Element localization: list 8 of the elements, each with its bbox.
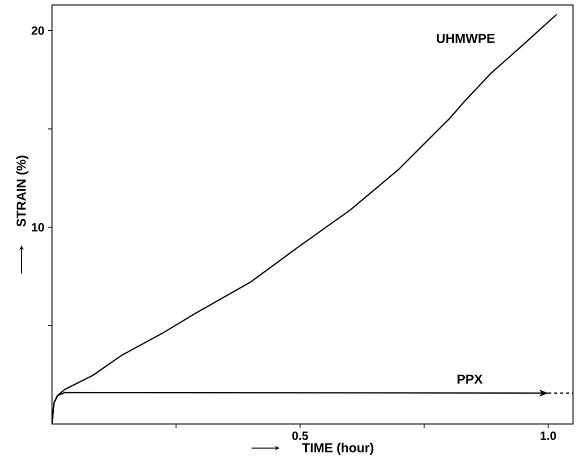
- y-axis-title: STRAIN (%): [16, 156, 28, 227]
- series-label: PPX: [458, 374, 483, 384]
- x-tick-label: 1.0: [540, 432, 556, 440]
- y-tick-label: 10: [32, 223, 44, 232]
- series-label: UHMWPE: [436, 34, 495, 43]
- x-tick-label: 0.5: [292, 432, 308, 440]
- x-axis-title: TIME (hour): [302, 442, 374, 455]
- y-tick-label: 20: [32, 26, 44, 35]
